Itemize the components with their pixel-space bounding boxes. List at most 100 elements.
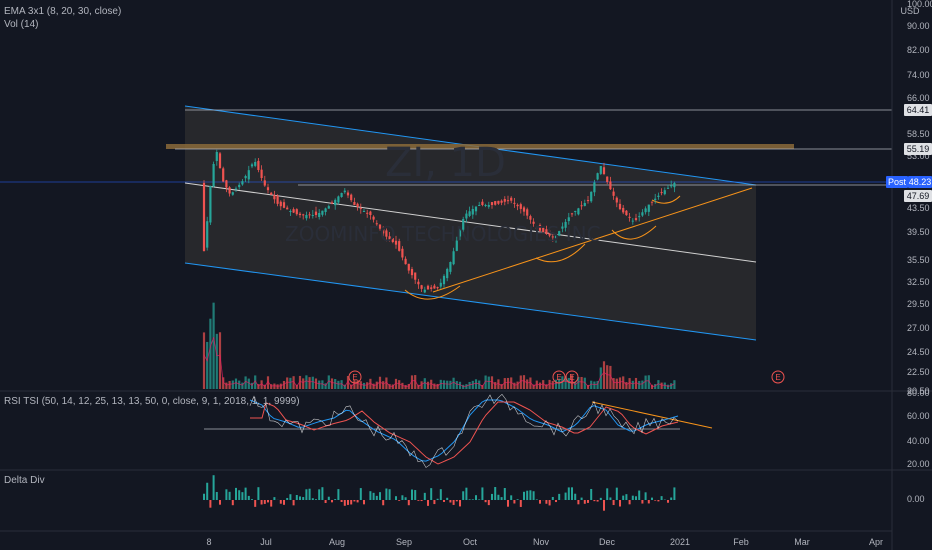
volume-bar bbox=[433, 383, 436, 389]
volume-bar bbox=[644, 375, 647, 389]
volume-bar bbox=[314, 378, 318, 389]
volume-bar bbox=[535, 380, 538, 389]
rsi-tick-label: 60.00 bbox=[907, 411, 930, 421]
volume-bar bbox=[369, 378, 372, 389]
volume-bar bbox=[302, 378, 305, 389]
candle-body bbox=[647, 204, 650, 212]
delta-bar bbox=[273, 497, 276, 500]
candle-body bbox=[238, 184, 241, 188]
candle-body bbox=[334, 199, 337, 206]
volume-bar bbox=[286, 377, 289, 389]
candle-body bbox=[644, 208, 647, 213]
candle-body bbox=[279, 201, 282, 207]
volume-bar bbox=[228, 380, 231, 389]
volume-bar bbox=[596, 381, 599, 389]
delta-bar bbox=[532, 491, 535, 500]
candle-body bbox=[433, 285, 436, 289]
legend-ema[interactable]: EMA 3x1 (8, 20, 30, close) bbox=[4, 6, 122, 17]
legend-rsi[interactable]: RSI TSI (50, 14, 12, 25, 13, 13, 50, 0, … bbox=[4, 396, 300, 407]
volume-bar bbox=[289, 377, 292, 389]
volume-bar bbox=[308, 377, 311, 389]
delta-bar bbox=[215, 491, 218, 500]
delta-bar bbox=[334, 499, 337, 500]
earnings-marker-circle bbox=[348, 370, 362, 384]
delta-bar bbox=[510, 495, 513, 500]
volume-bar bbox=[615, 378, 618, 389]
delta-bar bbox=[487, 500, 490, 506]
volume-bar bbox=[324, 383, 327, 389]
volume-bar bbox=[561, 376, 564, 389]
time-tick-label: Apr bbox=[869, 537, 883, 547]
volume-bar bbox=[529, 377, 532, 389]
rsi-trend-line bbox=[591, 401, 713, 429]
volume-bar bbox=[471, 380, 474, 389]
delta-bar bbox=[382, 500, 385, 506]
delta-bar bbox=[404, 497, 407, 500]
time-tick-label: Sep bbox=[396, 537, 412, 547]
time-axis[interactable]: 8 Jul Aug Sep Oct Nov Dec 2021 Feb Mar Apr bbox=[0, 530, 892, 547]
delta-bar bbox=[299, 496, 301, 500]
candle-body bbox=[209, 186, 212, 223]
candle-body bbox=[369, 211, 372, 215]
candle-body bbox=[542, 227, 545, 233]
volume-bar bbox=[519, 375, 522, 389]
candle-body bbox=[215, 152, 218, 161]
delta-bar bbox=[363, 500, 365, 505]
delta-axis[interactable]: 0.00 bbox=[907, 494, 925, 504]
candle-body bbox=[500, 200, 503, 203]
volume-bar bbox=[430, 379, 433, 389]
volume-bar bbox=[321, 380, 324, 389]
price-tick-label: 27.00 bbox=[907, 323, 930, 333]
legend-delta[interactable]: Delta Div bbox=[4, 475, 45, 486]
delta-bar bbox=[548, 500, 551, 506]
volume-bar bbox=[382, 381, 385, 389]
volume-bar bbox=[356, 380, 359, 389]
time-tick-label: Feb bbox=[733, 537, 749, 547]
candle-body bbox=[510, 197, 513, 201]
rsi-axis[interactable]: 80.00 60.00 40.00 20.00 bbox=[907, 388, 930, 469]
volume-bar bbox=[231, 380, 234, 389]
delta-bar bbox=[209, 500, 212, 508]
delta-bar bbox=[331, 500, 333, 503]
delta-bar bbox=[619, 500, 621, 507]
candle-body bbox=[359, 208, 362, 210]
volume-bar bbox=[375, 381, 378, 389]
watermark-symbol: ZI, 1D bbox=[385, 140, 506, 186]
volume-bar bbox=[618, 377, 622, 389]
delta-bar bbox=[452, 500, 455, 505]
volume-bar bbox=[439, 379, 442, 389]
candle-body bbox=[529, 216, 532, 220]
delta-bar bbox=[203, 493, 205, 500]
time-tick-label: Nov bbox=[533, 537, 550, 547]
volume-bar bbox=[334, 379, 337, 389]
delta-bar bbox=[318, 489, 321, 500]
candle-body bbox=[417, 281, 420, 285]
candle-body bbox=[516, 204, 519, 207]
volume-bar bbox=[503, 378, 506, 389]
candle-body bbox=[260, 169, 263, 178]
volume-bar bbox=[538, 382, 542, 389]
candle-body bbox=[673, 183, 676, 188]
candle-body bbox=[452, 251, 455, 265]
candle-body bbox=[494, 201, 497, 205]
volume-bar bbox=[292, 376, 295, 389]
candle-body bbox=[426, 285, 430, 290]
legend-volume[interactable]: Vol (14) bbox=[4, 19, 39, 30]
delta-bar bbox=[615, 487, 618, 500]
candle-body bbox=[420, 285, 423, 289]
delta-bar bbox=[590, 488, 593, 500]
volume-bar bbox=[478, 380, 481, 389]
delta-bar bbox=[411, 489, 413, 500]
delta-bar bbox=[644, 492, 647, 500]
earnings-marker-label: E bbox=[556, 373, 561, 382]
candle-body bbox=[478, 205, 481, 206]
candle-body bbox=[513, 202, 516, 204]
candle-body bbox=[356, 203, 359, 207]
volume-bar bbox=[202, 332, 206, 389]
delta-bar bbox=[308, 488, 311, 500]
delta-bar bbox=[327, 496, 330, 500]
candle-body bbox=[638, 216, 641, 218]
time-tick-label: Aug bbox=[329, 537, 345, 547]
